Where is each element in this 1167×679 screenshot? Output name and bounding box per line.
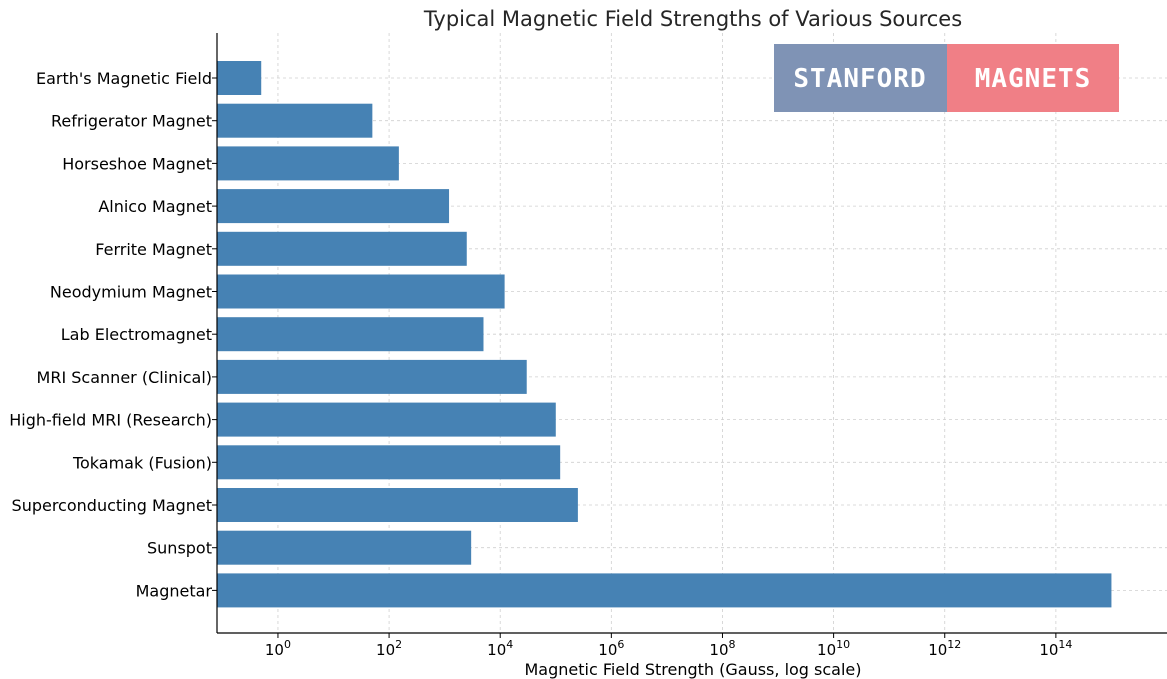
chart-title: Typical Magnetic Field Strengths of Vari… [423,7,962,31]
x-tick-label: 1014 [1039,638,1072,659]
y-tick-label: High-field MRI (Research) [9,411,212,430]
x-tick-labels: 100 102 104 106 108 1010 1012 1014 [265,633,1072,659]
bar [217,103,373,138]
stanford-magnets-logo: STANFORD MAGNETS [774,44,1119,112]
bar [217,274,505,309]
y-tick-label: Lab Electromagnet [61,325,212,344]
y-tick-label: Magnetar [136,581,213,600]
y-tick-label: Neodymium Magnet [50,283,212,302]
bar [217,189,450,224]
bar [217,317,484,352]
x-tick-label: 106 [598,638,624,659]
logo-left-text: STANFORD [793,64,926,94]
x-tick-label: 1010 [817,638,850,659]
bar [217,146,399,181]
bar [217,359,527,394]
x-tick-label: 102 [376,638,402,659]
y-tick-label: Ferrite Magnet [95,240,212,259]
y-tick-label: MRI Scanner (Clinical) [37,368,212,387]
bar [217,231,467,266]
bars [217,61,1112,608]
bar [217,402,556,437]
x-tick-label: 104 [487,638,513,659]
x-axis-label: Magnetic Field Strength (Gauss, log scal… [524,660,861,679]
y-tick-label: Alnico Magnet [98,197,212,216]
bar [217,488,578,522]
x-tick-label: 108 [709,638,735,659]
bar [217,61,262,95]
y-tick-label: Superconducting Magnet [12,496,212,515]
y-tick-label: Tokamak (Fusion) [72,453,212,472]
bar [217,573,1112,608]
y-tick-label: Refrigerator Magnet [51,112,212,131]
logo-left-panel [774,44,947,112]
bar [217,445,561,480]
logo-right-text: MAGNETS [975,64,1092,94]
y-tick-label: Earth's Magnetic Field [36,69,212,88]
y-tick-label: Horseshoe Magnet [62,154,212,173]
logo-right-panel [947,44,1119,112]
bar [217,530,472,565]
x-tick-label: 1012 [928,638,961,659]
y-tick-labels: Earth's Magnetic Field Refrigerator Magne… [9,69,217,600]
y-tick-label: Sunspot [147,539,212,558]
x-tick-label: 100 [265,638,291,659]
